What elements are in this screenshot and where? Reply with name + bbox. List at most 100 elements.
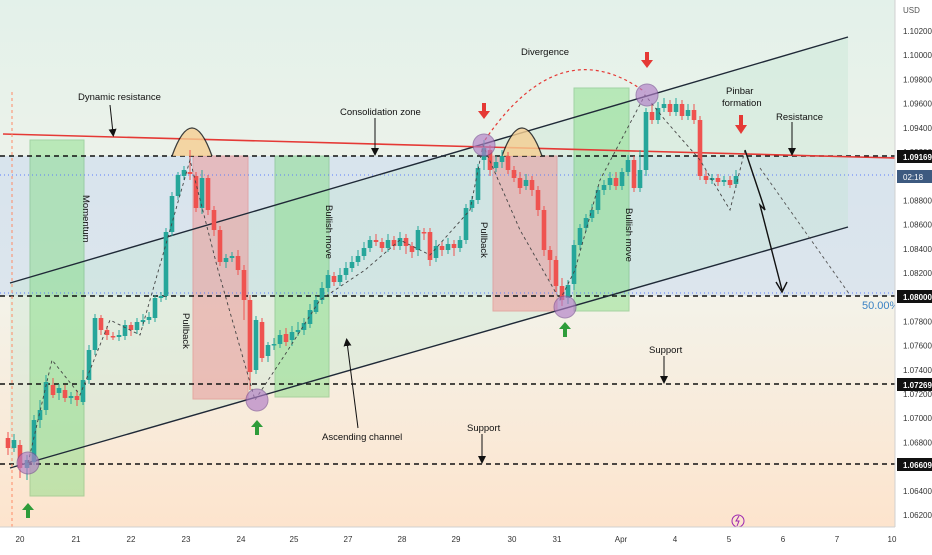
candle (367, 236, 373, 252)
candle (721, 176, 727, 186)
pullback-label-1: Pullback (180, 313, 191, 349)
x-tick-label: 4 (673, 535, 678, 544)
candle (116, 330, 122, 341)
candle-body (50, 385, 56, 395)
candle-body (229, 256, 235, 258)
candle-body (361, 248, 367, 256)
x-tick-label: 7 (835, 535, 840, 544)
candle (685, 104, 691, 120)
candle (427, 228, 433, 266)
candle (92, 314, 98, 355)
projection-arrowhead (775, 281, 788, 294)
candle (397, 232, 403, 250)
candle-body (217, 230, 223, 262)
candle-body (727, 180, 733, 185)
candle-body (92, 318, 98, 350)
candle (673, 98, 679, 116)
candle (541, 206, 547, 256)
candle-body (673, 104, 679, 112)
price-tag-1-text: 1.09169 (903, 153, 932, 162)
candle-body (409, 246, 415, 252)
candle (187, 150, 193, 180)
candle (703, 170, 709, 184)
candle-body (259, 322, 265, 358)
price-tag-3 (897, 378, 932, 391)
resistance-label: Resistance (776, 112, 823, 123)
candle-body (128, 325, 134, 330)
candle (535, 186, 541, 216)
candle-body (146, 317, 152, 320)
candle (445, 238, 451, 254)
projection-path (744, 149, 783, 291)
candle-body (211, 210, 217, 230)
candle (625, 155, 631, 176)
candle-body (697, 120, 703, 176)
candle-body (175, 175, 181, 196)
down-arrow-icon (478, 103, 490, 119)
candle (50, 378, 56, 398)
candle-body (313, 300, 319, 312)
candle-body (373, 240, 379, 242)
candle (361, 242, 367, 260)
candle (205, 175, 211, 215)
candle (169, 192, 175, 236)
candle-body (709, 178, 715, 180)
y-tick-label: 1.06800 (903, 438, 932, 447)
candle-body (235, 256, 241, 270)
candle-body (152, 298, 158, 318)
x-tick-label: 29 (452, 535, 461, 544)
consolidation-zone-label: Consolidation zone (340, 107, 421, 118)
support-lower-label: Support (467, 423, 501, 434)
candle-body (343, 268, 349, 275)
candle (74, 390, 80, 406)
candle (122, 320, 128, 340)
candle-body (68, 396, 74, 398)
candle-body (469, 200, 475, 208)
candle (697, 116, 703, 180)
candle-body (31, 420, 37, 462)
swing-low-circle-3 (553, 295, 577, 319)
fib-level-label: 50.00% (862, 300, 900, 312)
candle (5, 432, 11, 455)
x-tick-label: 28 (398, 535, 407, 544)
ascending-channel-pointer (343, 338, 359, 429)
candle-body (11, 440, 17, 448)
down-arrows (478, 52, 747, 134)
candle (457, 236, 463, 252)
candle (589, 204, 595, 222)
candle (253, 316, 259, 374)
y-tick-label: 1.08600 (903, 221, 932, 230)
candle-body (625, 160, 631, 172)
candle (577, 224, 583, 250)
x-tick-label: 31 (553, 535, 562, 544)
resistance-touch-bump-1 (171, 127, 213, 157)
candle-body (199, 178, 205, 208)
candle (355, 250, 361, 266)
candle-body (247, 300, 253, 372)
candle-body (116, 335, 122, 337)
candle (289, 326, 295, 346)
up-arrows (22, 322, 571, 518)
candle-body (433, 246, 439, 258)
candle (56, 384, 62, 400)
candle (637, 150, 643, 192)
candle-body (331, 276, 337, 282)
candle-body (295, 330, 301, 332)
swing-low-circle-2 (245, 388, 269, 412)
time-axis[interactable] (0, 527, 895, 550)
candle-body (271, 344, 277, 346)
candle (439, 242, 445, 256)
candle-body (547, 250, 553, 260)
candle-body (385, 240, 391, 248)
candle (451, 240, 457, 256)
candle-body (691, 110, 697, 120)
candle-body (367, 240, 373, 248)
x-tick-label: 22 (127, 535, 136, 544)
candle-body (140, 320, 146, 322)
bullish-move-zone-1 (274, 155, 330, 398)
candle-body (163, 232, 169, 296)
candle-body (571, 245, 577, 284)
candle-body (661, 104, 667, 108)
candle-body (187, 172, 193, 174)
candle (643, 108, 649, 176)
